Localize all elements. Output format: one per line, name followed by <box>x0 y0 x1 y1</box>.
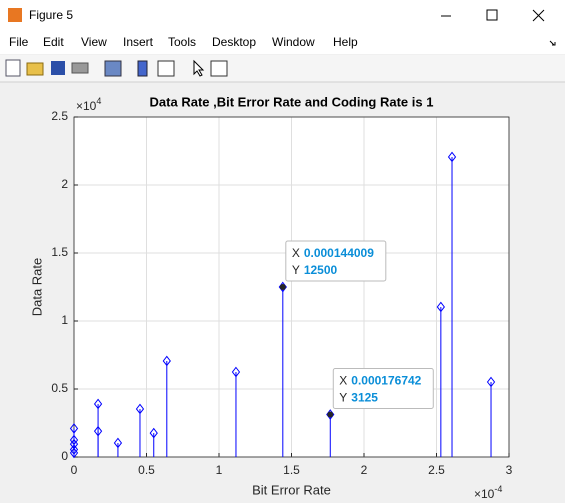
menu-item[interactable]: Insert <box>123 35 154 49</box>
menu-item[interactable]: Help <box>333 35 358 49</box>
x-tick-label: 2 <box>361 463 368 477</box>
maximize-button[interactable] <box>486 9 498 21</box>
datatip-y-name: Y <box>339 391 347 405</box>
stem-marker <box>135 403 145 415</box>
x-tick-label: 3 <box>506 463 513 477</box>
exponent-base: ×10 <box>76 99 97 113</box>
datatip-x-name: X <box>339 374 347 388</box>
datatip-y-value: 12500 <box>304 263 338 277</box>
tool-colorbar[interactable] <box>137 60 148 77</box>
datatip-y-name: Y <box>292 263 300 277</box>
stem-marker <box>69 447 79 459</box>
menu-item[interactable]: View <box>81 35 107 49</box>
stem-marker <box>162 355 171 367</box>
plot: 0 0.5 1 1.5 2 2.5 3 0 0.5 1 1.5 2 2.5 Data Rate ,Bit … <box>29 94 512 501</box>
menu-bar <box>0 33 565 54</box>
datatip-box <box>332 368 434 409</box>
stem-marker <box>436 301 445 313</box>
axes-box <box>73 116 510 458</box>
menu-item[interactable]: Desktop <box>212 35 256 49</box>
y-tick-label: 1.5 <box>51 245 68 259</box>
tool-print[interactable] <box>71 62 89 74</box>
datatip-y: Y 3125 <box>339 391 378 405</box>
tool-pointer[interactable] <box>193 59 205 77</box>
exponent-base: ×10 <box>474 487 495 501</box>
y-tick-label: 1 <box>61 313 68 327</box>
chart-title: Data Rate ,Bit Error Rate and Coding Rat… <box>150 94 434 109</box>
datatip-y: Y 12500 <box>292 263 338 277</box>
x-tick-label: 1 <box>216 463 223 477</box>
stem-marker <box>113 437 123 449</box>
y-axis-label: Data Rate <box>29 258 44 317</box>
y-tick-label: 2 <box>61 177 68 191</box>
datatip-marker <box>327 411 334 418</box>
exponent-power: -4 <box>494 484 502 494</box>
datatip-marker <box>279 284 286 290</box>
tool-open[interactable] <box>26 62 44 76</box>
stem-marker <box>231 366 241 378</box>
stem-marker <box>486 376 496 388</box>
window-title: Figure 5 <box>29 8 73 22</box>
tool-new[interactable] <box>5 59 21 77</box>
stem-marker <box>447 151 457 163</box>
tool-export[interactable] <box>104 60 122 77</box>
datatip-x: X 0.000144009 <box>292 246 374 260</box>
stem-marker <box>149 427 158 439</box>
axis-exponent: ×104 <box>76 96 101 113</box>
toolbar <box>0 55 565 82</box>
menu-dock <box>549 40 556 46</box>
datatip-x-name: X <box>292 246 300 260</box>
stem-marker <box>69 423 79 434</box>
datatip-box <box>285 240 387 282</box>
title-bar <box>0 0 565 33</box>
axis-exponent: ×10-4 <box>474 484 502 501</box>
tool-legend[interactable] <box>157 60 175 77</box>
menu-item[interactable]: Edit <box>43 35 64 49</box>
menu: File Edit View Insert Tools Desktop Window Help <box>9 35 358 49</box>
y-tick-label: 2.5 <box>51 109 68 123</box>
datatip-x-value: 0.000144009 <box>304 246 374 260</box>
exponent-power: 4 <box>96 96 101 106</box>
tool-save[interactable] <box>51 61 65 75</box>
menu-item[interactable]: Tools <box>168 35 196 49</box>
x-axis-label: Bit Error Rate <box>252 482 331 497</box>
menu-item[interactable]: File <box>9 35 29 49</box>
datatip-x-value: 0.000176742 <box>351 374 421 388</box>
app-icon <box>8 8 22 22</box>
y-tick-label: 0 <box>61 449 68 463</box>
menu-item[interactable]: Window <box>272 35 315 49</box>
datatip-y-value: 3125 <box>351 391 378 405</box>
x-tick-label: 1.5 <box>283 463 300 477</box>
x-tick-label: 0 <box>71 463 78 477</box>
y-tick-label: 0.5 <box>51 381 68 395</box>
x-tick-label: 0.5 <box>138 463 155 477</box>
x-tick-label: 2.5 <box>428 463 445 477</box>
stem-marker <box>93 398 103 410</box>
stem-marker <box>93 425 103 437</box>
datatip-x: X 0.000176742 <box>339 374 421 388</box>
close-button[interactable] <box>532 9 545 22</box>
tool-plot-browser[interactable] <box>210 60 228 77</box>
